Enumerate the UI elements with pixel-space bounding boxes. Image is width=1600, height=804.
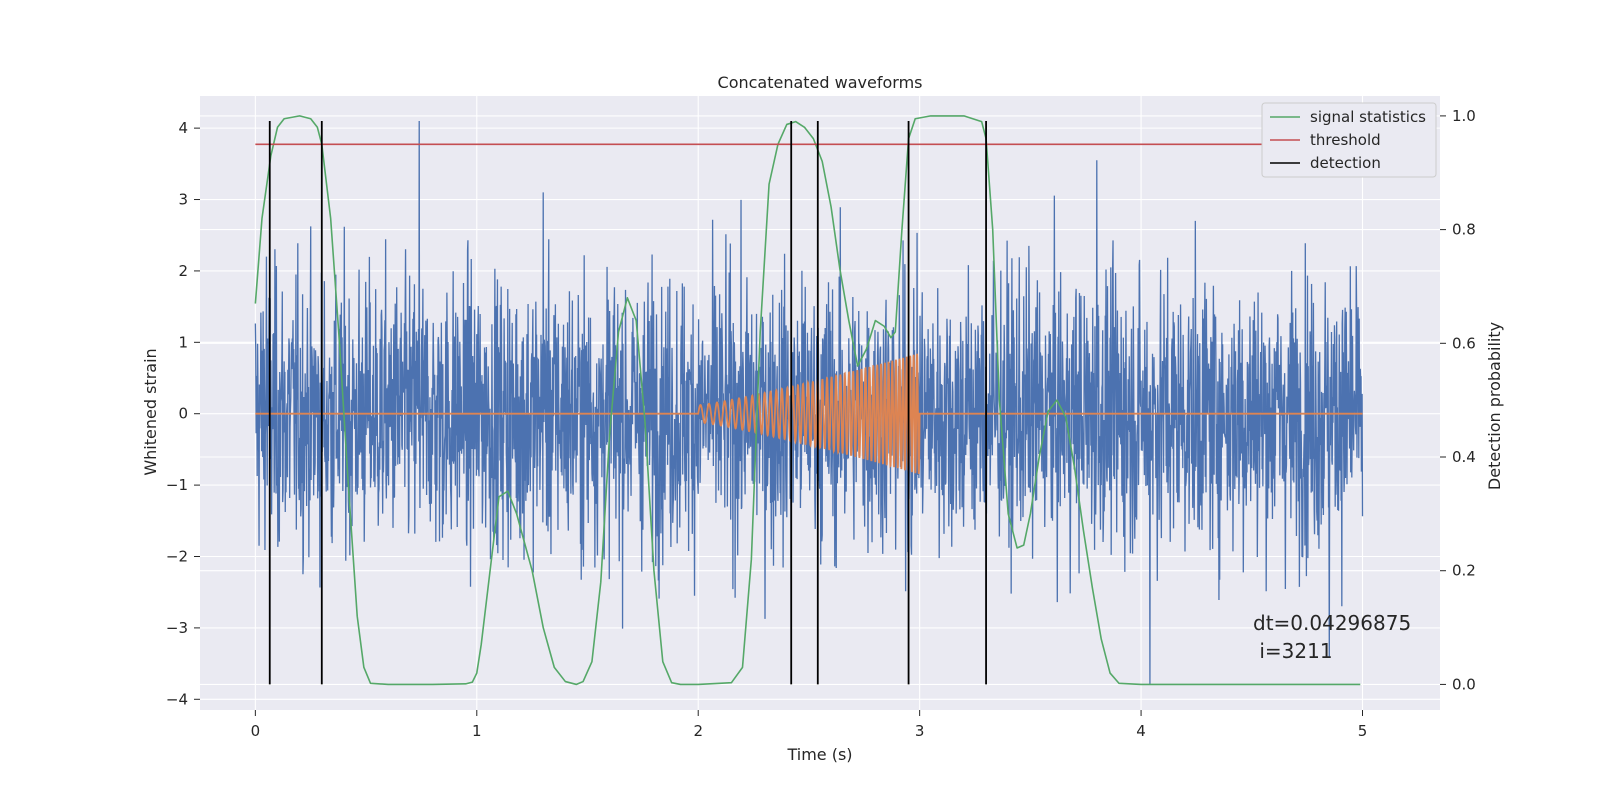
y-tick-label: −2 xyxy=(166,548,188,566)
detection-series xyxy=(268,120,987,685)
signal-statistics-line xyxy=(254,115,1361,686)
x-tick-label: 3 xyxy=(915,722,925,740)
template-series xyxy=(255,353,1363,475)
y2-axis: 1.0 0.8 0.6 0.4 0.2 0.0 xyxy=(1440,107,1476,693)
signal-statistics-series xyxy=(254,115,1361,686)
x-tick-label: 1 xyxy=(472,722,482,740)
y-tick-label: 0 xyxy=(178,405,188,423)
x-tick-label: 5 xyxy=(1358,722,1368,740)
legend-box xyxy=(1261,102,1437,178)
y-axis: 4 3 2 1 0 −1 −2 −3 −4 xyxy=(166,119,200,708)
x-tick-label: 2 xyxy=(693,722,703,740)
y-axis-label: Whitened strain xyxy=(141,348,160,475)
y-tick-label: 4 xyxy=(178,119,188,137)
y2-tick-label: 1.0 xyxy=(1452,107,1476,125)
template-line xyxy=(255,353,1363,475)
legend: signal statistics threshold detection xyxy=(1261,102,1437,178)
y-tick-label: −1 xyxy=(166,476,188,494)
y-tick-label: 1 xyxy=(178,333,188,351)
x-axis: 0 1 2 3 4 5 xyxy=(251,710,1368,740)
y2-axis-label: Detection probability xyxy=(1485,322,1504,490)
strain-line xyxy=(254,120,1364,686)
y2-tick-label: 0.4 xyxy=(1452,448,1476,466)
y2-tick-label: 0.8 xyxy=(1452,221,1476,239)
y-tick-label: −3 xyxy=(166,619,188,637)
legend-label-threshold: threshold xyxy=(1310,131,1381,149)
x-tick-label: 4 xyxy=(1136,722,1146,740)
y-tick-label: 2 xyxy=(178,262,188,280)
legend-label-signal-statistics: signal statistics xyxy=(1310,108,1426,126)
strain-series xyxy=(254,120,1364,686)
x-tick-label: 0 xyxy=(251,722,261,740)
legend-label-detection: detection xyxy=(1310,154,1381,172)
y2-tick-label: 0.2 xyxy=(1452,562,1476,580)
y-tick-label: 3 xyxy=(178,191,188,209)
y2-tick-label: 0.0 xyxy=(1452,675,1476,693)
annotation-dt: dt=0.04296875 xyxy=(1253,611,1411,635)
x-axis-label: Time (s) xyxy=(786,745,852,764)
annotation-i: i=3211 xyxy=(1253,639,1333,663)
chart-title: Concatenated waveforms xyxy=(718,73,923,92)
y2-tick-label: 0.6 xyxy=(1452,334,1476,352)
y-tick-label: −4 xyxy=(166,690,188,708)
